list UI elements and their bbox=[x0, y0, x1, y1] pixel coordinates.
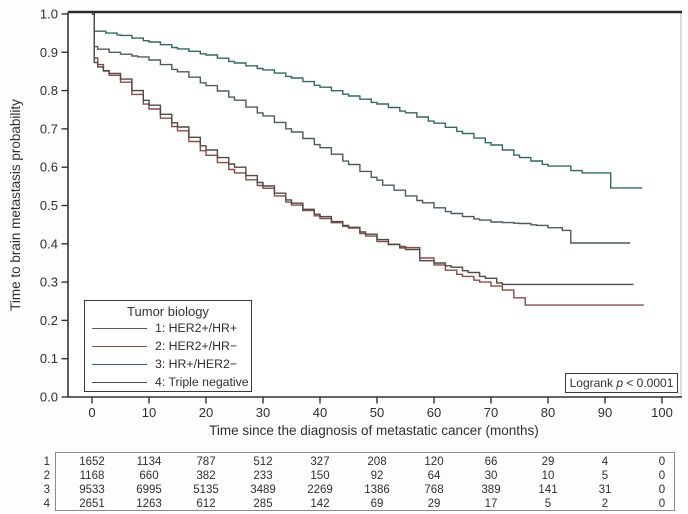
logrank-suffix: < 0.0001 bbox=[623, 376, 674, 390]
risk-cell: 285 bbox=[253, 498, 273, 511]
legend-item: 4: Triple negative bbox=[85, 373, 251, 391]
logrank-annotation: Logrank p < 0.0001 bbox=[565, 373, 678, 393]
risk-cell: 69 bbox=[370, 498, 384, 511]
x-tick-label: 90 bbox=[598, 405, 612, 420]
legend-line-swatch bbox=[92, 327, 147, 329]
y-tick-label: 0.1 bbox=[40, 351, 58, 366]
risk-cell: 327 bbox=[310, 455, 330, 468]
legend-item: 3: HR+/HER2− bbox=[85, 355, 251, 373]
y-tick-label: 0.0 bbox=[40, 390, 58, 405]
risk-cell: 120 bbox=[424, 455, 444, 468]
y-tick-label: 0.7 bbox=[40, 121, 58, 136]
risk-cell: 64 bbox=[427, 469, 441, 482]
x-tick-label: 50 bbox=[370, 405, 384, 420]
legend-item: 1: HER2+/HR+ bbox=[85, 319, 251, 337]
risk-cell: 208 bbox=[367, 455, 387, 468]
km-curve-4 bbox=[92, 13, 634, 286]
risk-cell: 389 bbox=[481, 483, 501, 496]
risk-cell: 6995 bbox=[136, 483, 162, 496]
risk-cell: 2 bbox=[601, 498, 609, 511]
risk-cell: 142 bbox=[310, 498, 330, 511]
risk-cell: 0 bbox=[658, 455, 666, 468]
legend-label: 1: HER2+/HR+ bbox=[155, 321, 238, 335]
risk-cell: 2651 bbox=[79, 498, 105, 511]
risk-cell: 141 bbox=[538, 483, 558, 496]
risk-cell: 382 bbox=[196, 469, 216, 482]
x-tick-label: 100 bbox=[651, 405, 673, 420]
risk-cell: 660 bbox=[139, 469, 159, 482]
legend-item: 2: HER2+/HR− bbox=[85, 337, 251, 355]
risk-cell: 787 bbox=[196, 455, 216, 468]
risk-cell: 29 bbox=[427, 498, 441, 511]
risk-cell: 92 bbox=[370, 469, 384, 482]
legend-line-swatch bbox=[92, 381, 147, 383]
y-tick-label: 0.2 bbox=[40, 313, 58, 328]
at-risk-table-box bbox=[55, 452, 675, 511]
legend-line-swatch bbox=[92, 363, 147, 365]
km-curve-2 bbox=[92, 13, 644, 306]
legend-line-swatch bbox=[92, 345, 147, 347]
risk-cell: 2269 bbox=[307, 483, 333, 496]
risk-cell: 0 bbox=[658, 498, 666, 511]
legend-box: Tumor biology 1: HER2+/HR+ 2: HER2+/HR− 3:… bbox=[84, 300, 252, 392]
y-axis-title: Time to brain metastasis probability bbox=[8, 99, 23, 311]
risk-row-label: 3 bbox=[43, 483, 50, 496]
legend-items: 1: HER2+/HR+ 2: HER2+/HR− 3: HR+/HER2− 4: T… bbox=[85, 319, 251, 391]
y-tick-label: 0.8 bbox=[40, 83, 58, 98]
risk-cell: 66 bbox=[484, 455, 498, 468]
x-tick-label: 80 bbox=[541, 405, 555, 420]
x-axis-title: Time since the diagnosis of metastatic c… bbox=[209, 423, 539, 438]
risk-cell: 5 bbox=[544, 498, 552, 511]
x-tick-label: 0 bbox=[88, 405, 95, 420]
risk-cell: 31 bbox=[598, 483, 612, 496]
logrank-prefix: Logrank bbox=[569, 376, 617, 390]
risk-cell: 1168 bbox=[79, 469, 105, 482]
y-tick-label: 1.0 bbox=[40, 7, 58, 22]
risk-cell: 612 bbox=[196, 498, 216, 511]
logrank-p-symbol: p bbox=[616, 376, 623, 390]
km-curve-3 bbox=[92, 13, 643, 189]
risk-cell: 1386 bbox=[364, 483, 390, 496]
risk-cell: 233 bbox=[253, 469, 273, 482]
legend-label: 2: HER2+/HR− bbox=[155, 339, 238, 353]
risk-cell: 29 bbox=[541, 455, 555, 468]
risk-cell: 5 bbox=[601, 469, 609, 482]
x-tick-label: 70 bbox=[484, 405, 498, 420]
km-curve-1 bbox=[92, 13, 631, 244]
risk-row-label: 1 bbox=[43, 455, 50, 468]
risk-cell: 4 bbox=[601, 455, 609, 468]
x-tick-label: 40 bbox=[313, 405, 327, 420]
risk-row-label: 2 bbox=[43, 469, 50, 482]
y-tick-label: 0.5 bbox=[40, 198, 58, 213]
x-tick-label: 10 bbox=[142, 405, 156, 420]
x-tick-label: 30 bbox=[256, 405, 270, 420]
risk-cell: 1134 bbox=[136, 455, 162, 468]
risk-cell: 9533 bbox=[79, 483, 105, 496]
y-tick-label: 0.6 bbox=[40, 160, 58, 175]
risk-cell: 768 bbox=[424, 483, 444, 496]
risk-cell: 30 bbox=[484, 469, 498, 482]
legend-label: 3: HR+/HER2− bbox=[155, 357, 238, 371]
x-tick-label: 60 bbox=[427, 405, 441, 420]
legend-title: Tumor biology bbox=[127, 304, 209, 319]
risk-cell: 0 bbox=[658, 483, 666, 496]
y-tick-label: 0.4 bbox=[40, 236, 58, 251]
risk-cell: 0 bbox=[658, 469, 666, 482]
risk-cell: 1652 bbox=[79, 455, 105, 468]
y-tick-label: 0.9 bbox=[40, 45, 58, 60]
risk-cell: 512 bbox=[253, 455, 273, 468]
risk-cell: 5135 bbox=[193, 483, 219, 496]
risk-cell: 3489 bbox=[250, 483, 276, 496]
risk-cell: 10 bbox=[541, 469, 555, 482]
legend-label: 4: Triple negative bbox=[155, 375, 249, 389]
y-tick-label: 0.3 bbox=[40, 275, 58, 290]
risk-cell: 150 bbox=[310, 469, 330, 482]
x-tick-label: 20 bbox=[199, 405, 213, 420]
risk-cell: 17 bbox=[484, 498, 498, 511]
risk-cell: 1263 bbox=[136, 498, 162, 511]
risk-row-label: 4 bbox=[43, 498, 50, 511]
